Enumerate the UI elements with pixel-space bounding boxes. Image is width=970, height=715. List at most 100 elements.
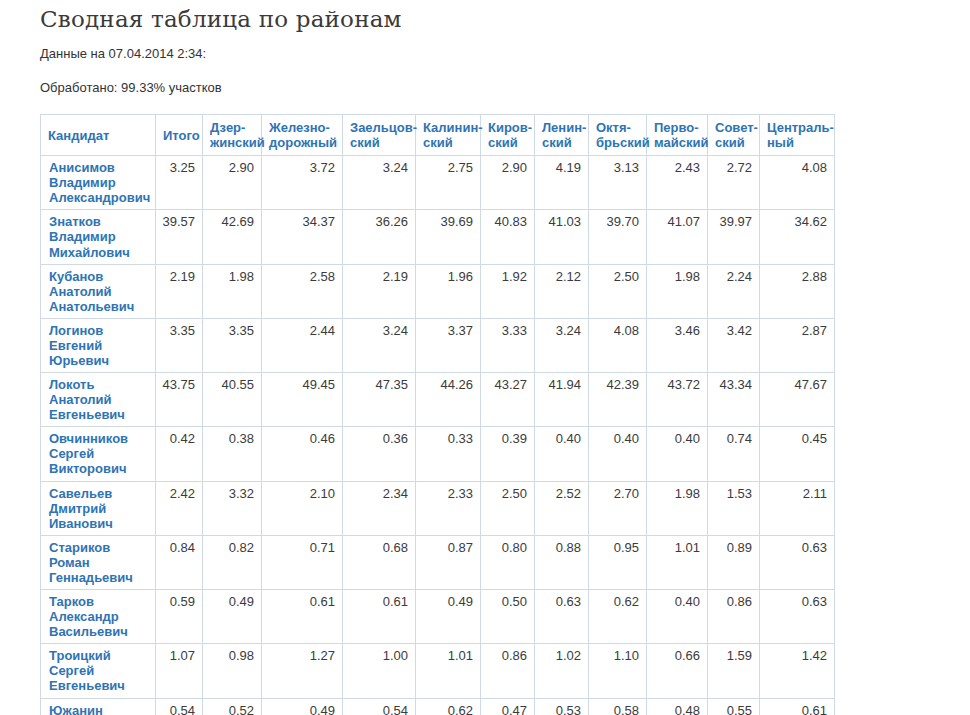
percent-value: 2.87 [760,318,835,372]
percent-value: 43.75 [156,373,203,427]
percent-value: 4.19 [535,156,589,210]
percent-value: 3.72 [262,156,343,210]
percent-value: 40.55 [203,373,262,427]
candidate-name: Знатков Владимир Михайлович [41,210,156,264]
percent-value: 2.19 [156,264,203,318]
percent-value: 0.86 [481,644,535,698]
percent-value: 2.70 [589,481,647,535]
column-header-district: Совет- ский [708,115,760,156]
percent-value: 0.42 [156,427,203,481]
percent-value: 2.43 [647,156,708,210]
percent-value: 3.35 [203,318,262,372]
percent-value: 0.49 [203,590,262,644]
percent-value: 2.88 [760,264,835,318]
percent-value: 0.53 [535,698,589,715]
percent-value: 2.11 [760,481,835,535]
percent-value: 3.24 [343,156,416,210]
table-row: Локоть Анатолий Евгеньевич43.7540.5549.4… [41,373,835,427]
percent-value: 0.49 [262,698,343,715]
percent-value: 0.98 [203,644,262,698]
data-timestamp-line: Данные на 07.04.2014 2:34: [40,46,970,61]
percent-value: 2.33 [416,481,481,535]
percent-value: 2.44 [262,318,343,372]
results-page: Сводная таблица по районам Данные на 07.… [0,0,970,715]
percent-value: 0.62 [589,590,647,644]
percent-value: 0.87 [416,535,481,589]
percent-value: 0.61 [262,590,343,644]
percent-value: 4.08 [589,318,647,372]
percent-value: 0.61 [343,590,416,644]
candidate-name: Локоть Анатолий Евгеньевич [41,373,156,427]
column-header-district: Ленин- ский [535,115,589,156]
percent-value: 3.32 [203,481,262,535]
percent-value: 0.58 [589,698,647,715]
column-header-district: Дзер- жинский [203,115,262,156]
percent-value: 0.74 [708,427,760,481]
percent-value: 3.33 [481,318,535,372]
percent-value: 36.26 [343,210,416,264]
candidate-name: Кубанов Анатолий Анатольевич [41,264,156,318]
table-body: Анисимов Владимир Александрович3.252.903… [41,156,835,715]
percent-value: 0.71 [262,535,343,589]
table-row: Овчинников Сергей Викторович0.420.380.46… [41,427,835,481]
percent-value: 0.48 [647,698,708,715]
column-header-district: Железно- дорожный [262,115,343,156]
column-header-district: Перво- майский [647,115,708,156]
percent-value: 0.66 [647,644,708,698]
percent-value: 44.26 [416,373,481,427]
percent-value: 1.42 [760,644,835,698]
percent-value: 0.36 [343,427,416,481]
percent-value: 47.35 [343,373,416,427]
percent-value: 3.24 [535,318,589,372]
table-row: Южанин Алексей Владимирович0.540.520.490… [41,698,835,715]
column-header-district: Калинин- ский [416,115,481,156]
percent-value: 1.98 [203,264,262,318]
percent-value: 0.39 [481,427,535,481]
percent-value: 1.00 [343,644,416,698]
percent-value: 1.96 [416,264,481,318]
table-row: Троицкий Сергей Евгеньевич1.070.981.271.… [41,644,835,698]
column-header-district: Киров- ский [481,115,535,156]
percent-value: 2.50 [481,481,535,535]
percent-value: 0.84 [156,535,203,589]
percent-value: 1.02 [535,644,589,698]
percent-value: 43.27 [481,373,535,427]
percent-value: 0.82 [203,535,262,589]
percent-value: 0.62 [416,698,481,715]
table-row: Тарков Александр Васильевич0.590.490.610… [41,590,835,644]
percent-value: 1.10 [589,644,647,698]
percent-value: 0.45 [760,427,835,481]
percent-value: 43.34 [708,373,760,427]
percent-value: 2.42 [156,481,203,535]
percent-value: 2.72 [708,156,760,210]
percent-value: 42.39 [589,373,647,427]
percent-value: 0.46 [262,427,343,481]
percent-value: 0.40 [647,427,708,481]
percent-value: 2.12 [535,264,589,318]
percent-value: 0.68 [343,535,416,589]
percent-value: 47.67 [760,373,835,427]
percent-value: 1.53 [708,481,760,535]
percent-value: 1.27 [262,644,343,698]
percent-value: 0.89 [708,535,760,589]
percent-value: 39.69 [416,210,481,264]
table-row: Савельев Дмитрий Иванович2.423.322.102.3… [41,481,835,535]
percent-value: 1.07 [156,644,203,698]
candidate-name: Овчинников Сергей Викторович [41,427,156,481]
percent-value: 0.61 [760,698,835,715]
percent-value: 4.08 [760,156,835,210]
table-row: Кубанов Анатолий Анатольевич2.191.982.58… [41,264,835,318]
percent-value: 1.59 [708,644,760,698]
percent-value: 1.98 [647,264,708,318]
percent-value: 40.83 [481,210,535,264]
candidate-name: Троицкий Сергей Евгеньевич [41,644,156,698]
percent-value: 3.37 [416,318,481,372]
percent-value: 2.19 [343,264,416,318]
candidate-name: Логинов Евгений Юрьевич [41,318,156,372]
percent-value: 0.55 [708,698,760,715]
percent-value: 34.62 [760,210,835,264]
header-row: КандидатИтогоДзер- жинскийЖелезно- дорож… [41,115,835,156]
percent-value: 0.86 [708,590,760,644]
page-title: Сводная таблица по районам [40,6,970,32]
percent-value: 0.49 [416,590,481,644]
